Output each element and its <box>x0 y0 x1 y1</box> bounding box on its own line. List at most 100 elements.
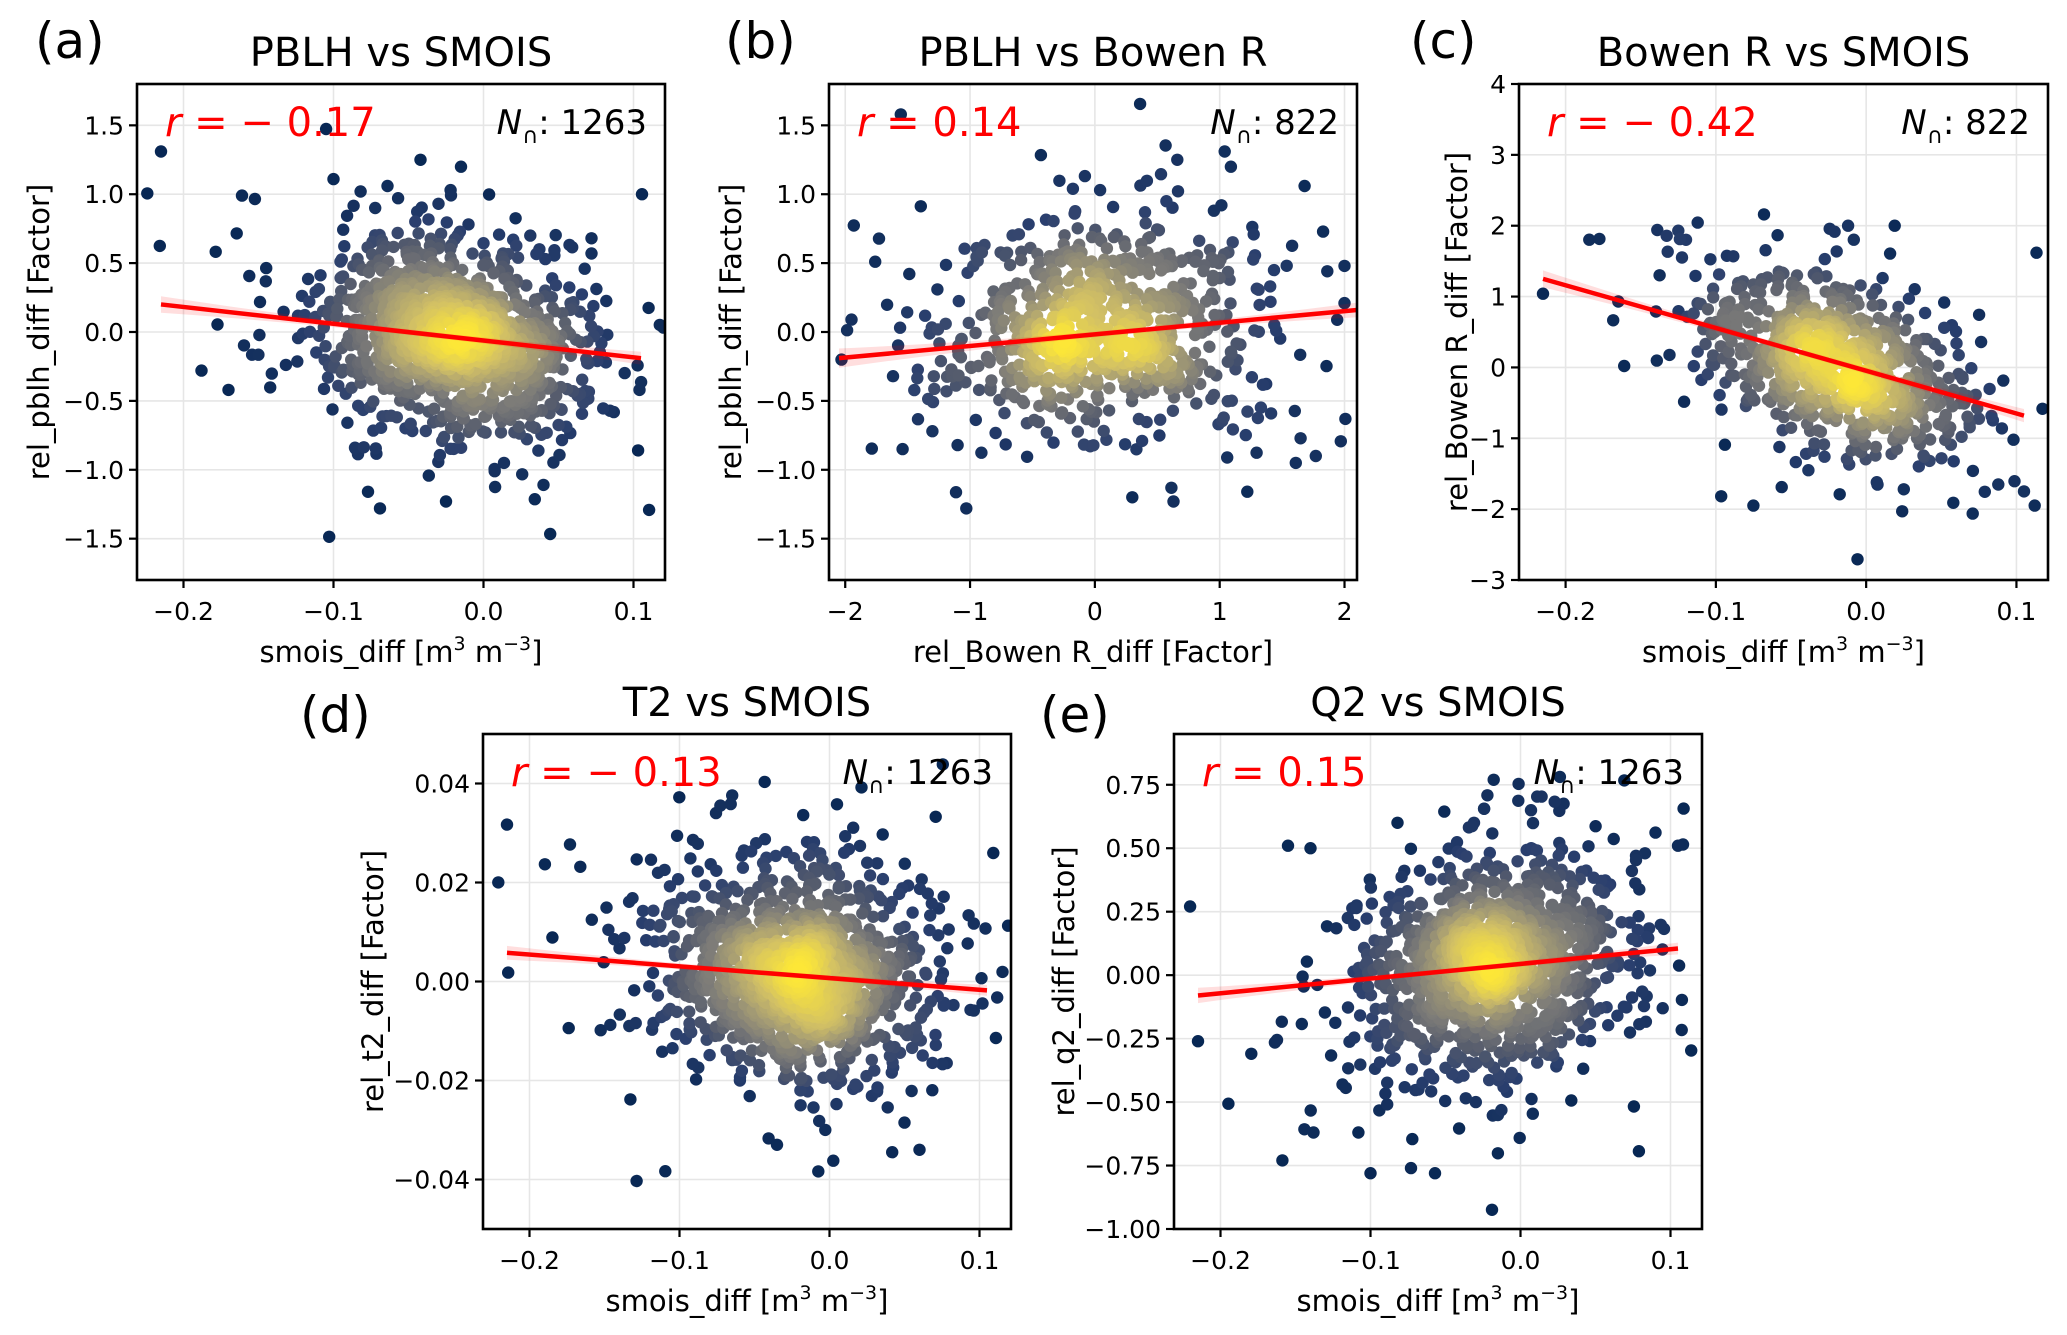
scatter-point <box>724 797 737 811</box>
scatter-point <box>319 340 332 353</box>
scatter-point <box>1432 855 1445 869</box>
scatter-point <box>1175 255 1188 268</box>
scatter-point <box>222 383 235 397</box>
scatter-point <box>1193 234 1206 247</box>
scatter-point <box>1270 1033 1284 1047</box>
scatter-point <box>1135 245 1148 258</box>
x-tick-label: 2 <box>1337 597 1353 626</box>
y-tick-label: 0.5 <box>84 249 124 278</box>
y-tick-label: 0.02 <box>414 869 470 898</box>
scatter-point <box>1108 255 1122 269</box>
x-tick-label: 0.0 <box>1846 597 1886 626</box>
scatter-point <box>195 364 208 377</box>
scatter-point <box>319 122 333 136</box>
scatter-point <box>444 189 458 202</box>
n-value: 822 <box>1965 103 2030 143</box>
scatter-point <box>259 275 272 288</box>
scatter-point <box>1712 268 1726 281</box>
scatter-point <box>861 856 874 869</box>
scatter-point <box>1548 795 1561 808</box>
x-tick-label: 0.0 <box>810 1246 850 1275</box>
scatter-point <box>1992 478 2005 491</box>
scatter-point <box>1155 314 1168 327</box>
scatter-point <box>1938 321 1951 334</box>
scatter-point <box>1439 1061 1452 1075</box>
scatter-point <box>1380 935 1393 948</box>
scatter-point <box>1770 283 1783 297</box>
scatter-point <box>807 1101 820 1114</box>
panel-b: (b) PBLH vs Bowen R−2 −1 0 1 2−1.5−1.0−0.50.0… <box>714 12 1359 669</box>
scatter-point <box>743 1089 756 1103</box>
x-tick-label: 0 <box>1087 597 1103 626</box>
scatter-point <box>1811 424 1825 437</box>
scatter-point <box>967 917 980 930</box>
scatter-point <box>1985 409 1998 423</box>
scatter-point <box>360 340 373 353</box>
scatter-point <box>354 185 367 198</box>
y-axis-label: rel_pblh_diff [Factor] <box>22 184 56 481</box>
scatter-point <box>1892 300 1905 314</box>
correlation-annotation: r = − 0.42 <box>1547 100 1758 146</box>
scatter-point <box>604 1018 617 1032</box>
scatter-point <box>1469 1095 1483 1109</box>
scatter-point <box>1042 371 1055 385</box>
scatter-point <box>1818 450 1831 463</box>
scatter-point <box>813 1114 826 1128</box>
scatter-point <box>1653 269 1666 282</box>
scatter-point <box>976 997 989 1010</box>
scatter-point <box>1285 239 1299 252</box>
scatter-point <box>1352 1126 1365 1139</box>
scatter-point <box>1374 944 1388 958</box>
y-tick-label: −2 <box>1469 495 1506 524</box>
scatter-point <box>908 383 921 397</box>
scatter-point <box>947 998 960 1012</box>
scatter-point <box>575 288 589 301</box>
scatter-point <box>1625 991 1639 1004</box>
scatter-point <box>357 441 370 454</box>
scatter-point <box>1428 1167 1442 1180</box>
y-tick-label: −1.5 <box>755 525 816 554</box>
x-axis-label-part: ] <box>531 635 542 669</box>
scatter-point <box>987 846 1000 860</box>
scatter-point <box>1241 405 1254 418</box>
scatter-point <box>1378 1002 1391 1015</box>
n-subscript: ∩ <box>522 124 538 149</box>
scatter-point <box>1753 286 1767 299</box>
scatter-point <box>1675 251 1689 264</box>
scatter-point <box>972 359 985 373</box>
scatter-point <box>1847 375 1860 389</box>
scatter-point <box>1155 264 1168 277</box>
y-axis-label: rel_t2_diff [Factor] <box>356 850 390 1113</box>
scatter-point <box>1320 920 1334 933</box>
scatter-point <box>893 887 906 901</box>
scatter-point <box>832 882 845 895</box>
scatter-point <box>253 328 266 342</box>
scatter-point <box>1513 1041 1526 1055</box>
y-tick-label: 4 <box>1490 70 1506 99</box>
scatter-point <box>1725 357 1738 370</box>
scatter-point <box>1575 1033 1589 1047</box>
scatter-point <box>952 369 965 382</box>
n-value: 1263 <box>906 753 993 793</box>
scatter-point <box>608 933 621 946</box>
scatter-point <box>1348 1031 1361 1044</box>
scatter-point <box>871 857 884 870</box>
y-tick-label: −0.02 <box>393 1067 470 1096</box>
scatter-point <box>1001 919 1011 932</box>
scatter-point <box>735 1064 749 1078</box>
scatter-point <box>1071 222 1084 235</box>
correlation-annotation: r = 0.14 <box>857 100 1021 146</box>
scatter-point <box>631 444 645 457</box>
scatter-point <box>576 373 589 386</box>
scatter-point <box>745 845 758 858</box>
scatter-point <box>391 192 405 205</box>
y-tick-label: −0.04 <box>393 1166 470 1195</box>
scatter-point <box>437 430 451 444</box>
n-value: 1263 <box>560 103 647 143</box>
scatter-point <box>1918 306 1932 320</box>
n-value: 822 <box>1274 103 1339 143</box>
scatter-point <box>1833 488 1846 501</box>
scatter-point <box>769 849 782 863</box>
scatter-point <box>1847 233 1861 246</box>
scatter-point <box>845 313 858 326</box>
